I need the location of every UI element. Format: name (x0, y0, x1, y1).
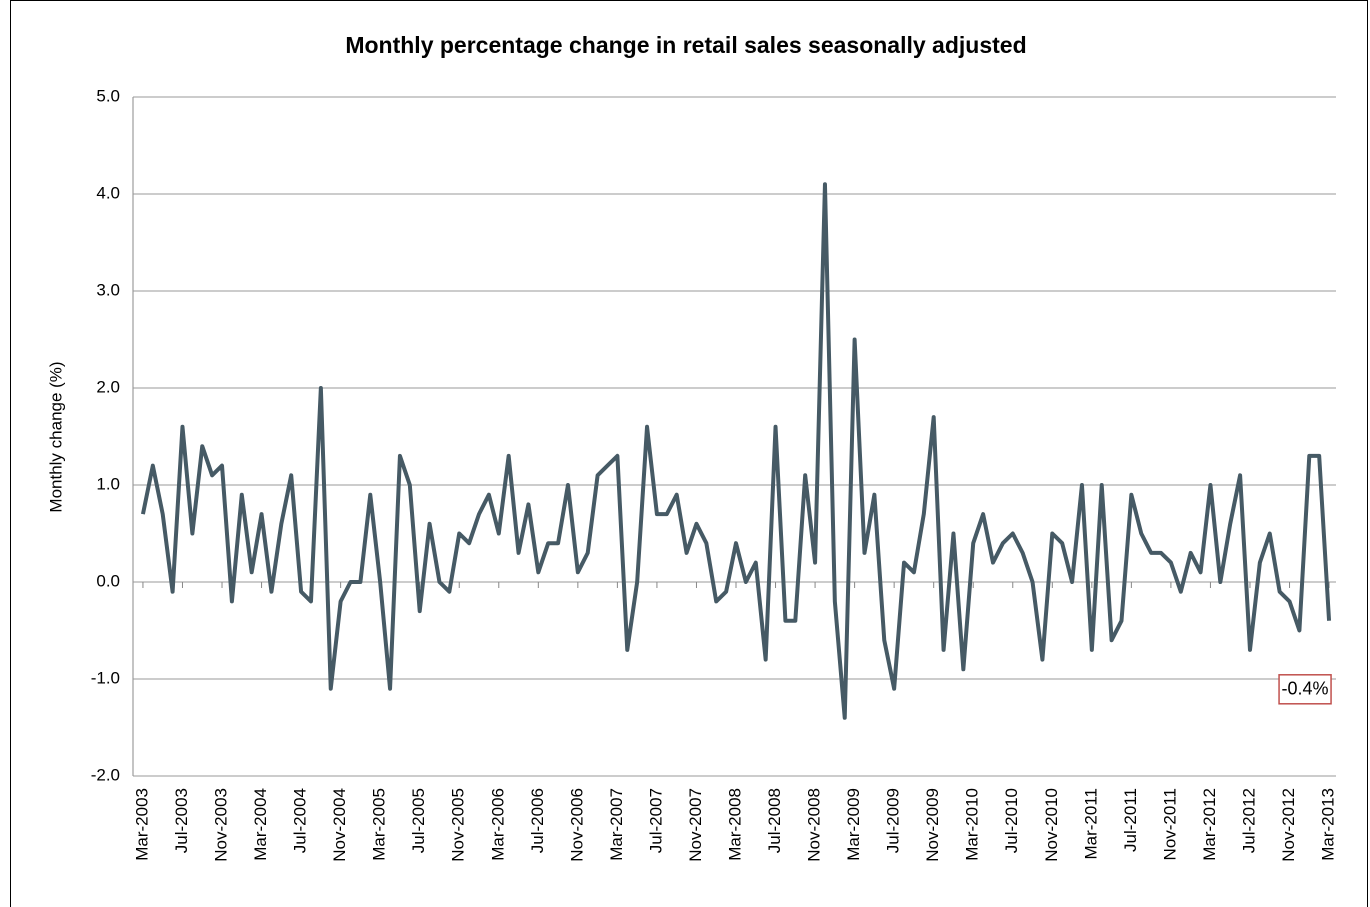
x-tick-label: Nov-2011 (1160, 788, 1179, 860)
data-line (140, 182, 1332, 720)
data-label-box (1278, 674, 1332, 705)
x-tick-label: Nov-2009 (923, 788, 942, 862)
x-tick-label: Jul-2010 (1002, 788, 1021, 853)
x-tick-label: Jul-2008 (765, 788, 784, 853)
x-tick-label: Mar-2012 (1200, 788, 1219, 861)
y-tick-label: 0.0 (96, 571, 120, 590)
y-tick-label: 5.0 (96, 86, 120, 105)
x-tick-label: Mar-2009 (844, 788, 863, 861)
x-tick-label: Nov-2012 (1279, 788, 1298, 862)
y-tick-label: 2.0 (96, 377, 120, 396)
x-tick-label: Nov-2006 (567, 788, 586, 862)
x-tick-label: Jul-2009 (884, 788, 903, 853)
x-tick-label: Mar-2003 (132, 788, 151, 861)
x-tick-label: Jul-2006 (528, 788, 547, 853)
x-tick-label: Jul-2012 (1239, 788, 1258, 853)
data-label: -0.4% (1282, 679, 1329, 699)
x-tick-label: Mar-2011 (1081, 788, 1100, 860)
x-tick-label: Mar-2005 (370, 788, 389, 861)
x-tick-label: Mar-2006 (488, 788, 507, 861)
x-tick-label: Jul-2005 (409, 788, 428, 853)
x-tick-label: Jul-2004 (291, 788, 310, 853)
chart-title: Monthly percentage change in retail sale… (345, 32, 1026, 58)
x-tick-label: Jul-2007 (646, 788, 665, 853)
x-tick-label: Mar-2007 (607, 788, 626, 861)
x-tick-label: Nov-2005 (449, 788, 468, 862)
y-tick-label: 1.0 (96, 474, 120, 493)
x-tick-label: Jul-2003 (172, 788, 191, 853)
x-tick-label: Mar-2004 (251, 788, 270, 861)
x-tick-label: Nov-2007 (686, 788, 705, 862)
chart-frame (10, 0, 1368, 907)
x-tick-label: Nov-2008 (805, 788, 824, 862)
y-tick-label: -2.0 (91, 765, 120, 784)
x-tick-label: Mar-2013 (1319, 788, 1338, 861)
y-tick-label: 4.0 (96, 183, 120, 202)
y-axis-label: Monthly change (%) (46, 361, 65, 512)
x-tick-label: Nov-2004 (330, 788, 349, 862)
x-tick-label: Jul-2011 (1121, 788, 1140, 852)
y-tick-label: -1.0 (91, 668, 120, 687)
x-tick-label: Nov-2003 (212, 788, 231, 862)
x-tick-label: Mar-2010 (963, 788, 982, 861)
x-tick-label: Mar-2008 (725, 788, 744, 861)
x-tick-label: Nov-2010 (1042, 788, 1061, 862)
y-tick-label: 3.0 (96, 280, 120, 299)
